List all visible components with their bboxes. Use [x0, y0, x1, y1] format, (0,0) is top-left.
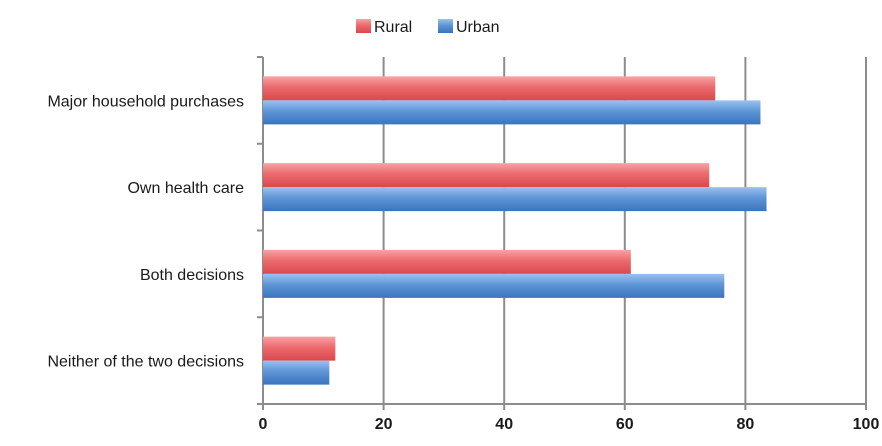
- bar-urban-own-health-care: [263, 187, 767, 212]
- category-label: Major household purchases: [47, 93, 244, 110]
- legend: Rural Urban: [356, 19, 500, 36]
- x-tick-label: 40: [495, 416, 513, 433]
- x-tick-label: 80: [737, 416, 755, 433]
- x-tick-label: 60: [616, 416, 634, 433]
- category-label: Neither of the two decisions: [47, 354, 244, 371]
- legend-label-urban: Urban: [456, 19, 500, 36]
- x-tick-label: 20: [375, 416, 393, 433]
- legend-swatch-rural: [356, 19, 371, 33]
- category-label: Both decisions: [140, 267, 244, 284]
- bars: [263, 76, 767, 385]
- x-tick-label: 100: [853, 416, 880, 433]
- category-label: Own health care: [127, 180, 244, 197]
- legend-label-rural: Rural: [374, 19, 412, 36]
- x-tick-labels: 0 20 40 60 80 100: [259, 416, 880, 433]
- bar-urban-neither-of-the-two-decisions: [263, 360, 330, 385]
- bar-urban-major-household-purchases: [263, 100, 761, 125]
- x-tick-label: 0: [259, 416, 268, 433]
- category-labels: Major household purchases Own health care…: [47, 93, 244, 370]
- bar-rural-neither-of-the-two-decisions: [263, 336, 336, 361]
- bar-rural-both-decisions: [263, 249, 631, 274]
- bar-rural-own-health-care: [263, 163, 710, 188]
- bar-rural-major-household-purchases: [263, 76, 716, 101]
- legend-swatch-urban: [438, 19, 453, 33]
- bar-urban-both-decisions: [263, 273, 725, 298]
